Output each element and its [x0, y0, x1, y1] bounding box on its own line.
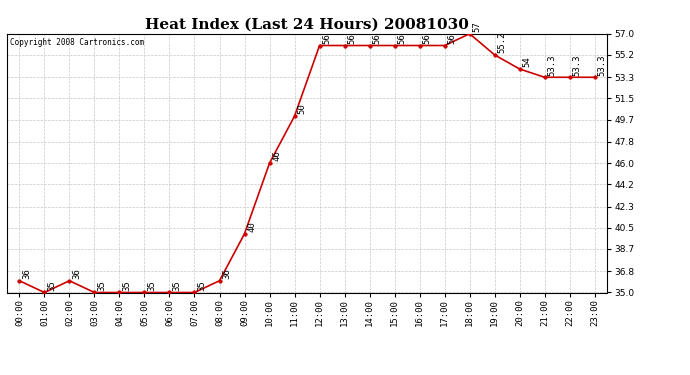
Text: 56: 56	[448, 33, 457, 44]
Text: 36: 36	[222, 268, 232, 279]
Text: 53.3: 53.3	[548, 54, 557, 75]
Text: 35: 35	[197, 280, 206, 291]
Text: 36: 36	[22, 268, 32, 279]
Text: 53.3: 53.3	[573, 54, 582, 75]
Text: 56: 56	[348, 33, 357, 44]
Text: 54: 54	[522, 57, 532, 67]
Text: 50: 50	[297, 104, 306, 114]
Text: 46: 46	[273, 151, 282, 161]
Title: Heat Index (Last 24 Hours) 20081030: Heat Index (Last 24 Hours) 20081030	[145, 17, 469, 31]
Text: 35: 35	[97, 280, 106, 291]
Text: 56: 56	[422, 33, 432, 44]
Text: 57: 57	[473, 21, 482, 32]
Text: 56: 56	[373, 33, 382, 44]
Text: 56: 56	[322, 33, 332, 44]
Text: 35: 35	[172, 280, 181, 291]
Text: 56: 56	[397, 33, 406, 44]
Text: 40: 40	[248, 221, 257, 232]
Text: 55.2: 55.2	[497, 32, 506, 53]
Text: 53.3: 53.3	[598, 54, 607, 75]
Text: 35: 35	[48, 280, 57, 291]
Text: 36: 36	[72, 268, 81, 279]
Text: 35: 35	[148, 280, 157, 291]
Text: Copyright 2008 Cartronics.com: Copyright 2008 Cartronics.com	[10, 38, 144, 46]
Text: 35: 35	[122, 280, 132, 291]
